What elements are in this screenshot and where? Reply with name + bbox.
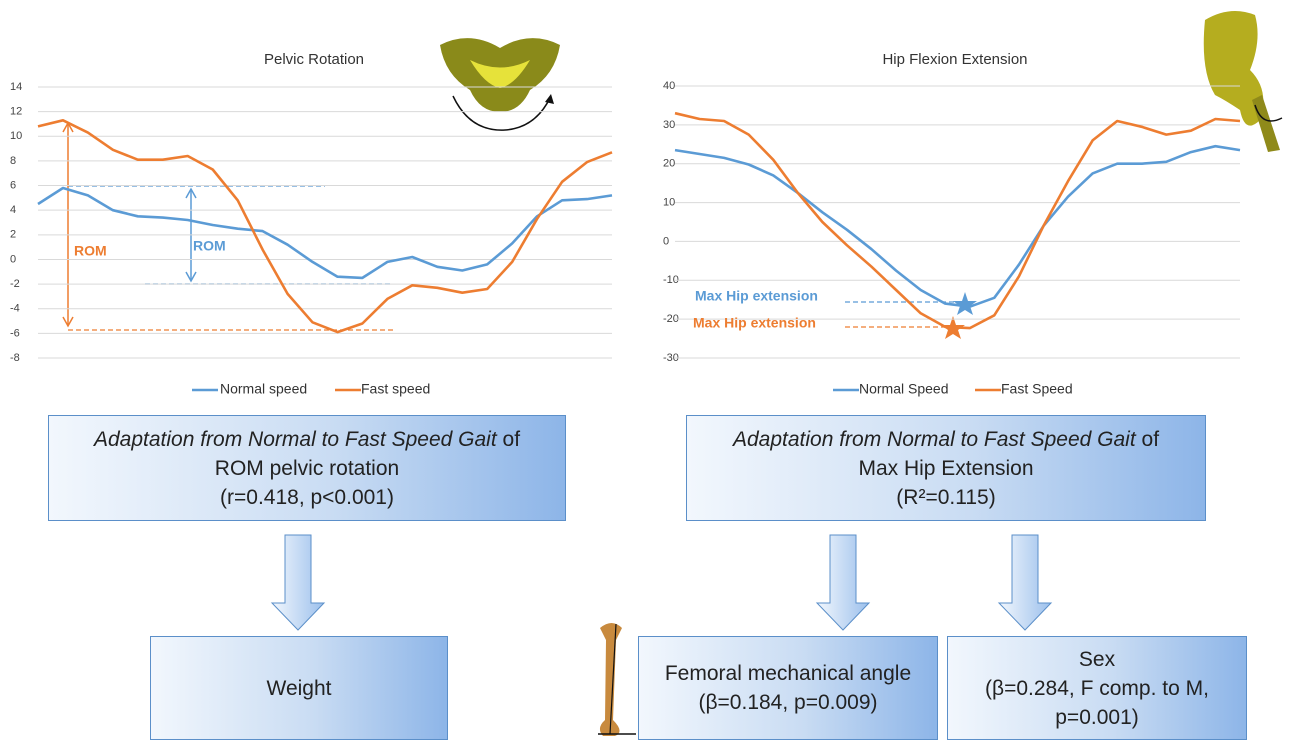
box-text: of (1142, 428, 1160, 451)
box-heading: Adaptation from Normal to Fast Speed Gai… (94, 425, 520, 454)
factor-line: p=0.001) (1055, 703, 1139, 732)
max-extension-markers (845, 292, 977, 339)
annotation: Max Hip extension (695, 288, 818, 304)
result-box: Adaptation from Normal to Fast Speed Gai… (48, 415, 566, 521)
y-tick-label: 10 (10, 130, 22, 142)
factor-box: Femoral mechanical angle (β=0.184, p=0.0… (638, 636, 938, 740)
flow-arrow (817, 535, 869, 630)
y-tick-label: 40 (663, 80, 675, 92)
factor-line: Sex (1079, 645, 1115, 674)
box-line: (R²=0.115) (896, 483, 995, 512)
y-tick-label: 2 (10, 229, 16, 241)
annotation: ROM (193, 238, 226, 254)
page: Pelvic Rotation -8 -6 -4 -2 0 2 4 6 8 10 12 14 Normal… (0, 0, 1293, 740)
factor-box: Weight (150, 636, 448, 740)
series-line (675, 146, 1240, 307)
annotation: Max Hip extension (693, 315, 816, 331)
y-tick-label: 0 (663, 235, 669, 247)
y-tick-label: -6 (10, 327, 20, 339)
y-tick-label: -8 (10, 352, 20, 364)
box-heading: Adaptation from Normal to Fast Speed Gai… (733, 425, 1159, 454)
annotation: ROM (74, 243, 107, 259)
factor-line: (β=0.184, p=0.009) (698, 688, 877, 717)
y-tick-label: 10 (663, 196, 675, 208)
femur-icon (598, 623, 636, 736)
y-tick-label: 12 (10, 106, 22, 118)
y-tick-label: 14 (10, 81, 22, 93)
series-line (38, 188, 612, 278)
series-line (38, 120, 612, 332)
legend-label: Fast speed (361, 381, 430, 397)
legend-label: Fast Speed (1001, 381, 1073, 397)
factor-line: Femoral mechanical angle (665, 659, 911, 688)
pelvis-icon (440, 38, 560, 130)
y-tick-label: 30 (663, 119, 675, 131)
box-line: Max Hip Extension (858, 454, 1033, 483)
box-italic: Adaptation from Normal to Fast Speed Gai… (94, 428, 497, 451)
box-line: ROM pelvic rotation (215, 454, 399, 483)
legend-label: Normal speed (220, 381, 307, 397)
flow-arrow (272, 535, 324, 630)
y-tick-label: 8 (10, 155, 16, 167)
result-box: Adaptation from Normal to Fast Speed Gai… (686, 415, 1206, 521)
chart-title: Pelvic Rotation (264, 51, 364, 68)
y-tick-label: -4 (10, 303, 20, 315)
box-italic: Adaptation from Normal to Fast Speed Gai… (733, 428, 1136, 451)
y-tick-label: 6 (10, 179, 16, 191)
y-tick-label: -2 (10, 278, 20, 290)
factor-line: Weight (267, 674, 332, 703)
factor-line: (β=0.284, F comp. to M, (985, 674, 1209, 703)
y-tick-label: 4 (10, 204, 16, 216)
chart-title: Hip Flexion Extension (882, 51, 1027, 68)
box-line: (r=0.418, p<0.001) (220, 483, 394, 512)
legend-label: Normal Speed (859, 381, 949, 397)
y-tick-label: 20 (663, 158, 675, 170)
box-text: of (503, 428, 521, 451)
factor-box: Sex (β=0.284, F comp. to M, p=0.001) (947, 636, 1247, 740)
figure: Pelvic Rotation -8 -6 -4 -2 0 2 4 6 8 10 12 14 Normal… (0, 0, 1293, 740)
hip-icon (1204, 11, 1282, 152)
y-tick-label: 0 (10, 253, 16, 265)
flow-arrow (999, 535, 1051, 630)
